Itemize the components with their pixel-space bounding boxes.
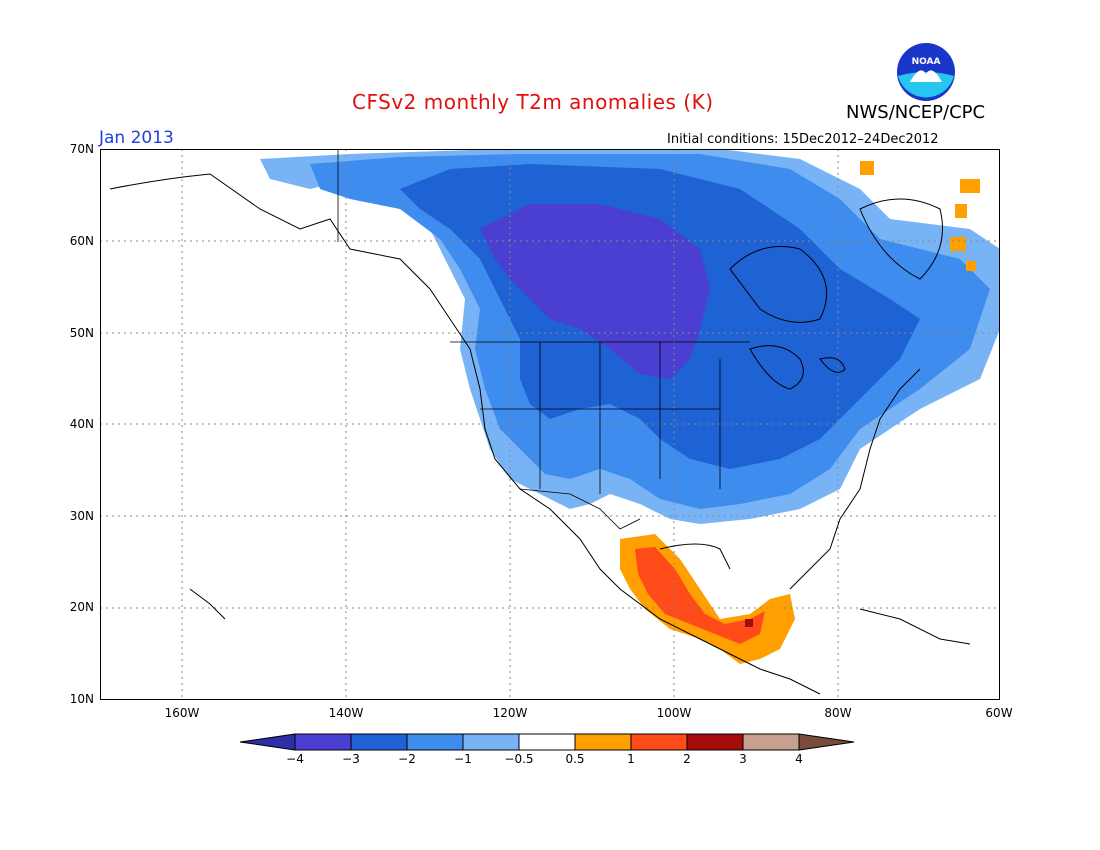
map-gridlines <box>100 149 1000 700</box>
colorbar-cell <box>686 733 744 751</box>
anomaly-region-m4-m3 <box>480 204 710 379</box>
colorbar-tick-label: 0.5 <box>565 752 585 766</box>
plot-title: CFSv2 monthly T2m anomalies (K) <box>352 90 714 114</box>
colorbar-cell <box>518 733 576 751</box>
organization-label: NWS/NCEP/CPC <box>846 102 986 123</box>
colorbar-cell <box>406 733 464 751</box>
lon-label-160w: 160W <box>164 706 200 720</box>
forecast-month-label: Jan 2013 <box>99 128 174 148</box>
colorbar-arrow-low <box>240 733 296 751</box>
lon-label-100w: 100W <box>656 706 692 720</box>
lon-label-80w: 80W <box>824 706 852 720</box>
colorbar-tick-label: 3 <box>739 752 747 766</box>
lat-label-40n: 40N <box>69 417 94 431</box>
lat-label-60n: 60N <box>69 234 94 248</box>
colorbar-tick-label: 1 <box>627 752 635 766</box>
lat-label-10n: 10N <box>69 692 94 706</box>
lat-label-20n: 20N <box>69 600 94 614</box>
lat-label-50n: 50N <box>69 326 94 340</box>
colorbar-arrow-high <box>798 733 855 751</box>
lon-label-140w: 140W <box>328 706 364 720</box>
lat-label-30n: 30N <box>69 509 94 523</box>
initial-conditions-label: Initial conditions: 15Dec2012–24Dec2012 <box>667 132 939 147</box>
colorbar-cell <box>574 733 632 751</box>
anomaly-map <box>100 149 1000 700</box>
colorbar <box>240 733 855 751</box>
lon-label-120w: 120W <box>492 706 528 720</box>
colorbar-tick-label: 4 <box>795 752 803 766</box>
anomaly-region-p1-2 <box>635 547 765 644</box>
colorbar-cell <box>294 733 352 751</box>
lon-label-60w: 60W <box>985 706 1013 720</box>
colorbar-tick-label: −1 <box>454 752 472 766</box>
colorbar-cell <box>742 733 800 751</box>
colorbar-cell <box>462 733 520 751</box>
colorbar-tick-label: −3 <box>342 752 360 766</box>
anomaly-field <box>260 149 1000 664</box>
colorbar-tick-label: −0.5 <box>504 752 534 766</box>
colorbar-cell <box>630 733 688 751</box>
colorbar-tick-label: −4 <box>286 752 304 766</box>
lat-label-70n: 70N <box>69 142 94 156</box>
political-borders <box>337 149 750 530</box>
noaa-logo-icon: NOAA <box>897 43 955 101</box>
colorbar-cell <box>350 733 408 751</box>
colorbar-tick-label: 2 <box>683 752 691 766</box>
colorbar-tick-label: −2 <box>398 752 416 766</box>
svg-text:NOAA: NOAA <box>912 57 941 67</box>
coastlines <box>109 173 971 695</box>
